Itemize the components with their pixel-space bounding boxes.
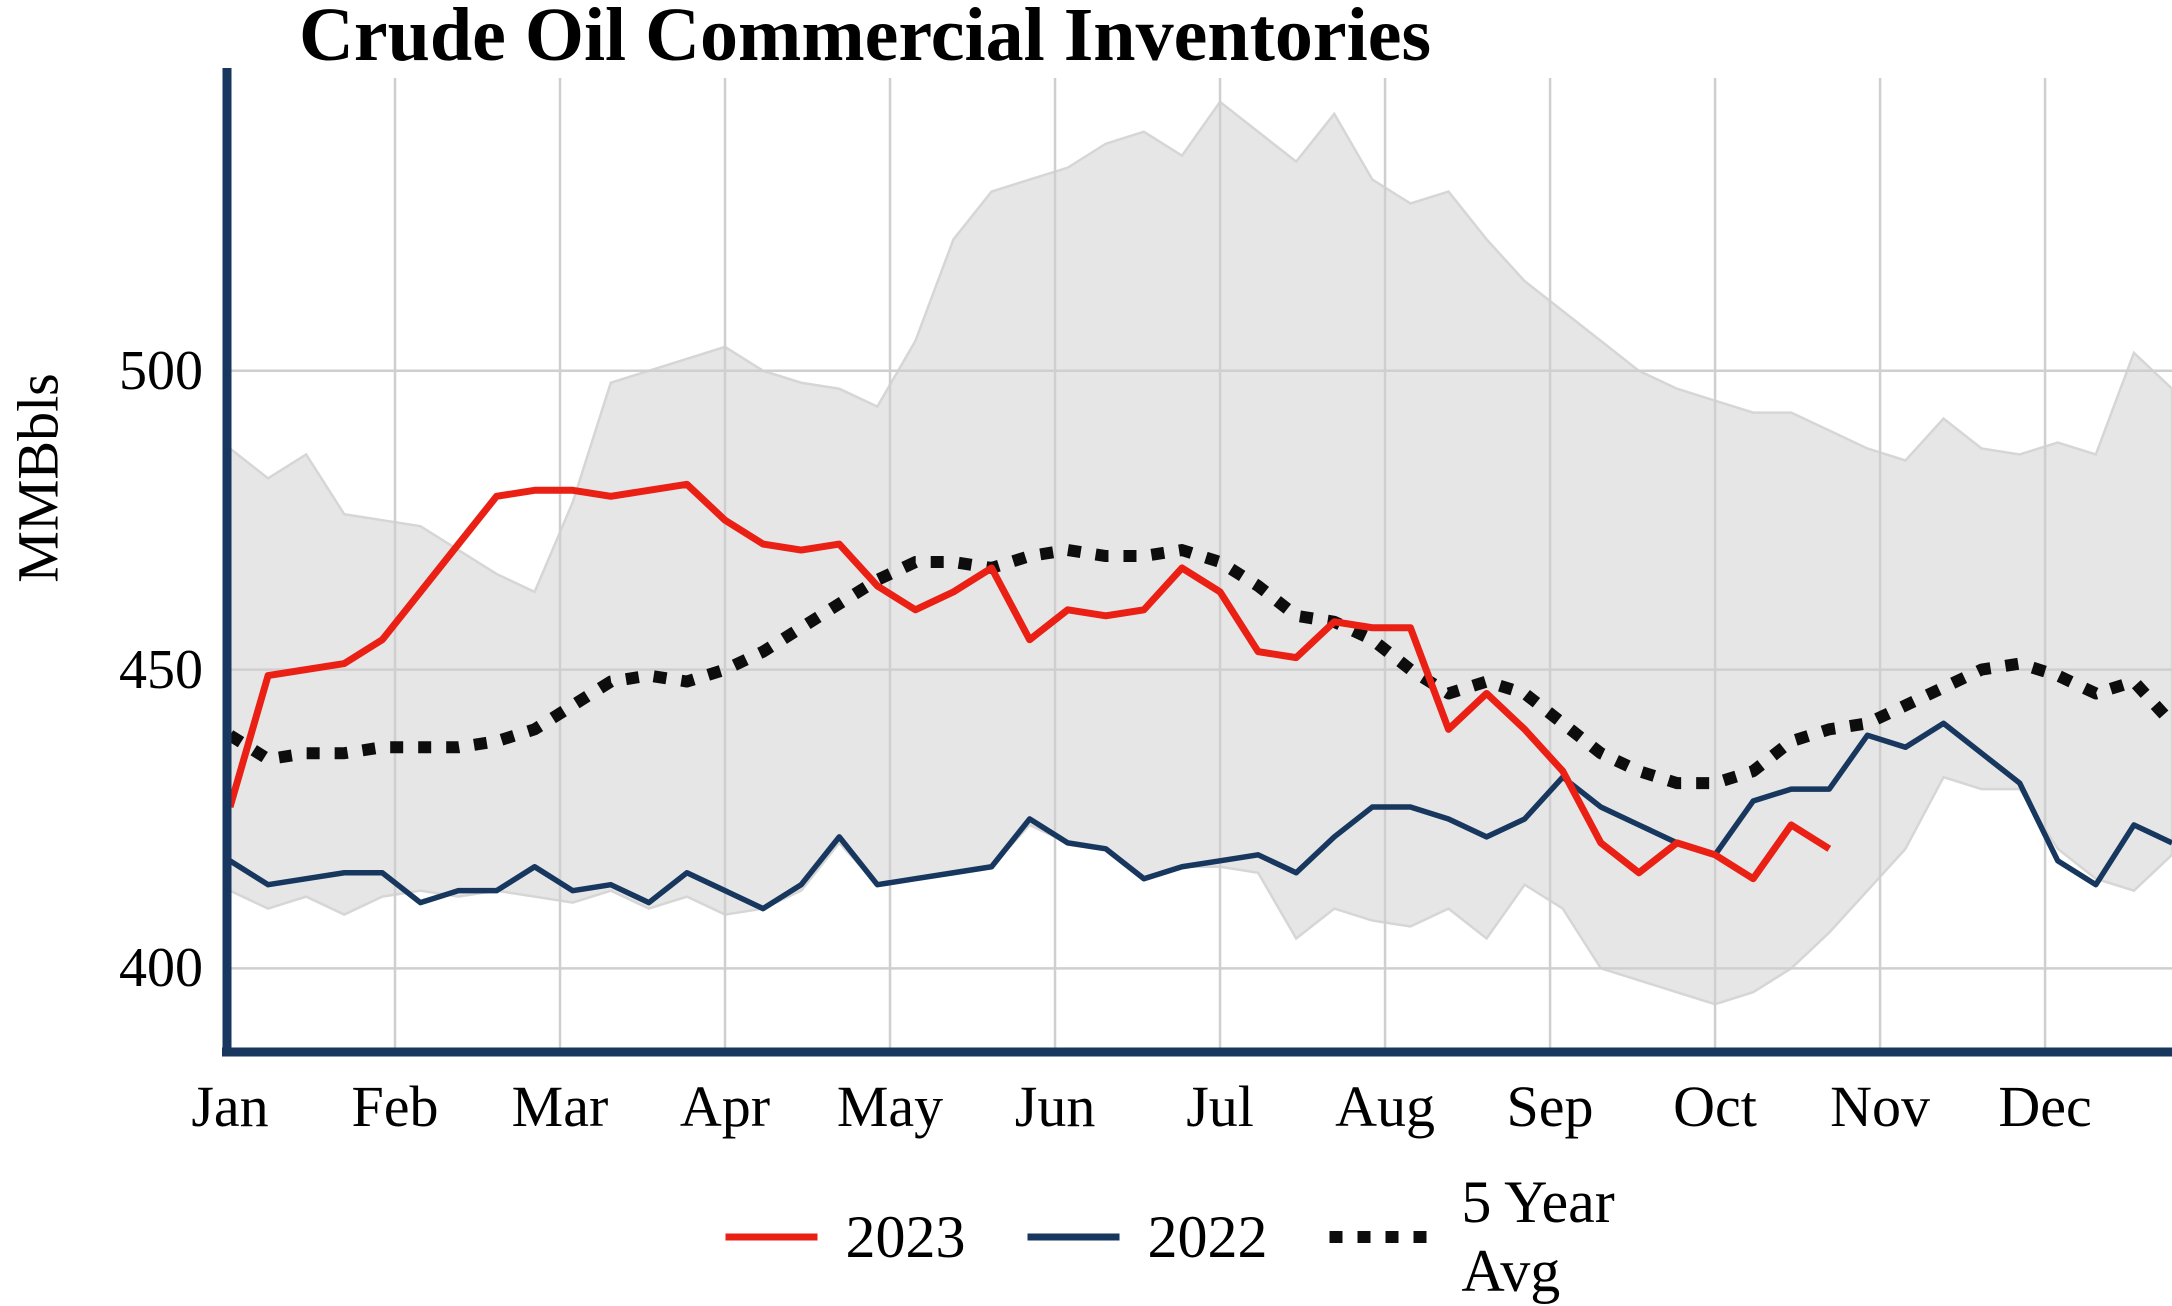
x-tick-label: Jan <box>191 1074 269 1139</box>
legend-label-2023: 2023 <box>845 1203 966 1270</box>
chart-title: Crude Oil Commercial Inventories <box>298 0 1432 77</box>
legend-swatch-2023-line <box>725 1233 818 1241</box>
x-tick-label: Feb <box>351 1074 439 1139</box>
legend-swatch-5yr-avg-dotted-line <box>1329 1231 1438 1243</box>
x-tick-label: May <box>836 1074 944 1139</box>
series-line-5-year-avg <box>226 544 2172 790</box>
x-tick-label: Dec <box>1998 1074 2092 1139</box>
legend-item-2022: 2022 <box>1024 1203 1268 1272</box>
y-tick-label: 450 <box>119 638 203 701</box>
x-tick-label: Aug <box>1335 1074 1435 1139</box>
x-tick-label: Mar <box>511 1074 609 1139</box>
x-tick-label: Sep <box>1506 1074 1594 1139</box>
series-line-2023 <box>226 480 1832 883</box>
x-tick-label: Nov <box>1830 1074 1931 1139</box>
x-tick-label: Apr <box>679 1074 771 1139</box>
legend-item-5yr-avg: 5 Year Avg <box>1326 1168 1689 1306</box>
chart-legend: 2023 2022 5 Year Avg <box>722 1168 1689 1306</box>
legend-label-5yr-avg: 5 Year Avg <box>1461 1169 1615 1304</box>
legend-item-2023: 2023 <box>722 1203 966 1272</box>
x-tick-label: Jun <box>1014 1074 1096 1139</box>
legend-label-2022: 2022 <box>1147 1203 1268 1270</box>
inventory-chart-canvas <box>222 68 2172 1057</box>
x-tick-label: Jul <box>1186 1074 1254 1139</box>
series-line-2022 <box>228 720 2172 912</box>
y-axis-label: MMBbls <box>5 373 71 583</box>
x-tick-label: Oct <box>1673 1074 1757 1139</box>
legend-swatch-2022-line <box>1027 1233 1120 1241</box>
y-tick-label: 400 <box>119 937 203 1000</box>
y-tick-label: 500 <box>119 339 203 402</box>
